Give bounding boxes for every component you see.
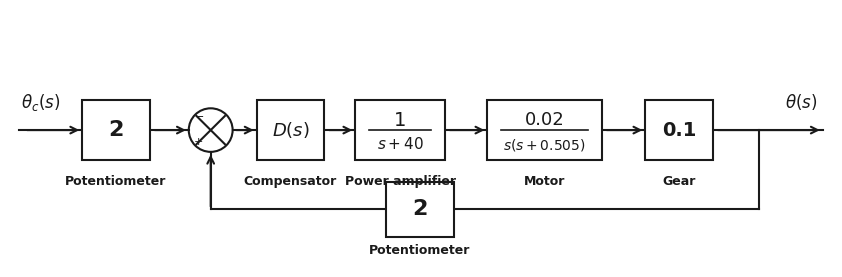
Bar <box>645 100 713 160</box>
Bar <box>386 182 454 237</box>
Text: Potentiometer: Potentiometer <box>370 244 471 257</box>
Text: $\theta_c(s)$: $\theta_c(s)$ <box>21 92 61 113</box>
Text: 2: 2 <box>109 120 124 140</box>
Bar <box>488 100 602 160</box>
Text: 0.1: 0.1 <box>662 120 696 140</box>
Text: 1: 1 <box>394 111 406 130</box>
Text: $s+40$: $s+40$ <box>376 136 424 152</box>
Text: Power amplifier: Power amplifier <box>344 175 456 188</box>
Text: −: − <box>195 112 205 122</box>
Text: Motor: Motor <box>524 175 565 188</box>
Text: 0.02: 0.02 <box>525 111 564 129</box>
Text: $s(s+0.505)$: $s(s+0.505)$ <box>504 137 586 153</box>
Bar <box>257 100 324 160</box>
Text: +: + <box>194 137 203 147</box>
Text: Compensator: Compensator <box>244 175 337 188</box>
Text: 2: 2 <box>413 199 428 219</box>
Text: $\theta(s)$: $\theta(s)$ <box>786 92 818 112</box>
Text: $D(s)$: $D(s)$ <box>272 120 309 140</box>
Bar <box>355 100 445 160</box>
Bar <box>83 100 150 160</box>
Text: Potentiometer: Potentiometer <box>66 175 167 188</box>
Text: Gear: Gear <box>663 175 695 188</box>
